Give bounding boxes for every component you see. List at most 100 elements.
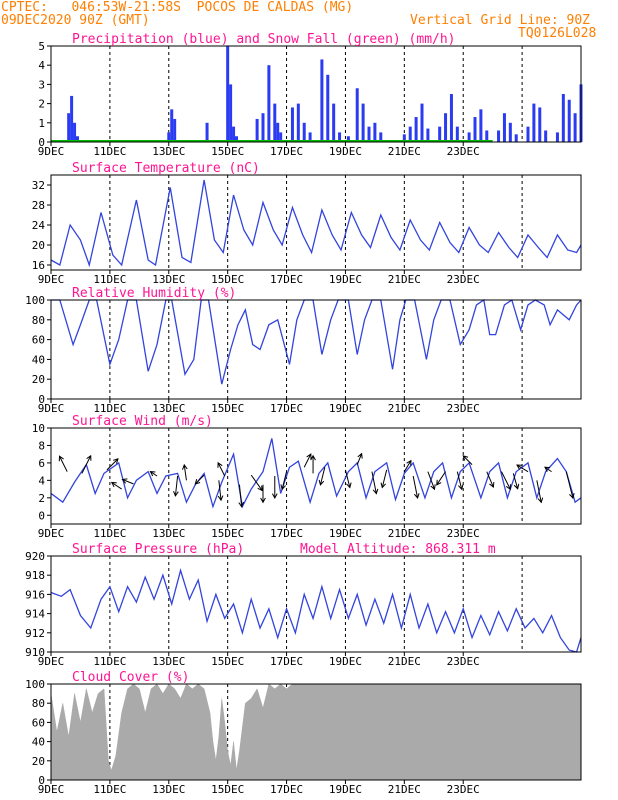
precip-bar [73, 122, 77, 142]
y-tick-label: 24 [32, 219, 46, 232]
wind-arrowhead [113, 458, 119, 464]
x-tick-label: 23DEC [447, 527, 480, 540]
precip-bar [414, 117, 418, 142]
wind-arrowhead [194, 478, 201, 485]
y-tick-label: 918 [25, 569, 45, 582]
y-tick-label: 20 [32, 373, 45, 386]
series-line [50, 438, 582, 509]
y-tick-label: 920 [25, 550, 45, 563]
wind-arrowhead [271, 493, 278, 500]
panel-title: Cloud Cover (%) [72, 670, 189, 685]
x-tick-label: 9DEC [38, 273, 65, 286]
wind-arrow [303, 453, 312, 468]
wind-arrowhead [537, 497, 544, 504]
x-tick-label: 15DEC [211, 145, 244, 158]
x-tick-label: 9DEC [38, 145, 65, 158]
plot-frame [50, 683, 582, 781]
precip-bar [379, 132, 383, 142]
x-tick-label: 23DEC [447, 402, 480, 415]
wind-arrowhead [544, 466, 550, 472]
y-tick-label: 914 [25, 608, 45, 621]
y-tick-label: 910 [25, 646, 45, 659]
x-tick-label: 17DEC [270, 402, 303, 415]
wind-arrow [174, 475, 179, 496]
x-tick-label: 9DEC [38, 402, 65, 415]
x-tick-label: 19DEC [329, 527, 362, 540]
wind-arrow [106, 458, 119, 471]
x-tick-label: 13DEC [152, 655, 185, 668]
y-tick-label: 4 [38, 474, 45, 487]
precip-bar [402, 134, 406, 142]
wind-arrow [344, 469, 351, 488]
wind-arrow [427, 471, 435, 490]
wind-arrow [218, 480, 222, 501]
x-tick-label: 21DEC [388, 527, 421, 540]
precip-bar [444, 113, 448, 142]
precip-bar [232, 126, 236, 142]
wind-arrowhead [436, 479, 442, 486]
x-tick-label: 21DEC [388, 402, 421, 415]
wind-arrowhead [357, 452, 363, 459]
plot-frame [50, 555, 582, 653]
x-tick-label: 15DEC [211, 527, 244, 540]
precip-bar [426, 128, 430, 142]
wind-arrowhead [173, 490, 179, 497]
precip-bar [467, 132, 471, 142]
wind-arrowhead [346, 482, 352, 489]
precip-bar [326, 74, 330, 142]
wind-arrow [456, 471, 463, 490]
y-tick-label: 2 [38, 98, 45, 111]
panel-2: 16 20 24 28 32 9DEC 11DEC 13DEC 15DEC 17DEC 19DEC 2… [32, 161, 582, 286]
precip-bar [205, 122, 209, 142]
precip-bar [296, 103, 300, 142]
x-tick-label: 21DEC [388, 145, 421, 158]
precip-bar [561, 94, 565, 142]
precip-bar [276, 122, 280, 142]
plot-frame [50, 427, 582, 525]
precip-bar [502, 113, 506, 142]
y-tick-label: 16 [32, 259, 45, 272]
wind-arrowhead [489, 482, 495, 488]
precip-bar [538, 107, 542, 142]
x-tick-label: 21DEC [388, 655, 421, 668]
x-tick-label: 11DEC [93, 145, 126, 158]
y-tick-label: 3 [38, 78, 45, 91]
y-tick-label: 20 [32, 239, 45, 252]
y-tick-label: 80 [32, 314, 45, 327]
x-tick-label: 23DEC [447, 145, 480, 158]
wind-arrowhead [413, 493, 420, 500]
wind-arrow [544, 466, 552, 473]
wind-arrowhead [462, 455, 469, 461]
precip-bar [167, 132, 171, 142]
x-tick-label: 13DEC [152, 273, 185, 286]
wind-arrow [381, 469, 388, 488]
x-tick-label: 19DEC [329, 783, 362, 796]
wind-arrowhead [516, 464, 523, 470]
precip-bar [229, 84, 233, 142]
precip-bar [514, 134, 518, 142]
y-tick-label: 5 [38, 40, 45, 53]
wind-arrow [150, 471, 158, 477]
y-tick-label: 32 [32, 179, 45, 192]
wind-arrow [536, 480, 542, 503]
precip-bar [320, 59, 324, 142]
y-tick-label: 912 [25, 627, 45, 640]
precip-bar [346, 136, 350, 142]
x-tick-label: 17DEC [270, 655, 303, 668]
precip-bar [532, 103, 536, 142]
plot-frame [50, 174, 582, 271]
wind-arrowhead [217, 461, 223, 468]
wind-arrowhead [280, 484, 286, 491]
wind-arrowhead [306, 453, 312, 460]
y-tick-label: 0 [38, 509, 45, 522]
precip-bar [479, 109, 483, 142]
wind-arrowhead [380, 482, 387, 489]
x-tick-label: 11DEC [93, 527, 126, 540]
panel-title: Surface Pressure (hPa) [72, 542, 244, 557]
wind-arrowhead [372, 488, 379, 495]
wind-arrowhead [318, 479, 325, 486]
x-tick-label: 17DEC [270, 527, 303, 540]
precip-bar [273, 103, 277, 142]
precip-bar [438, 126, 442, 142]
